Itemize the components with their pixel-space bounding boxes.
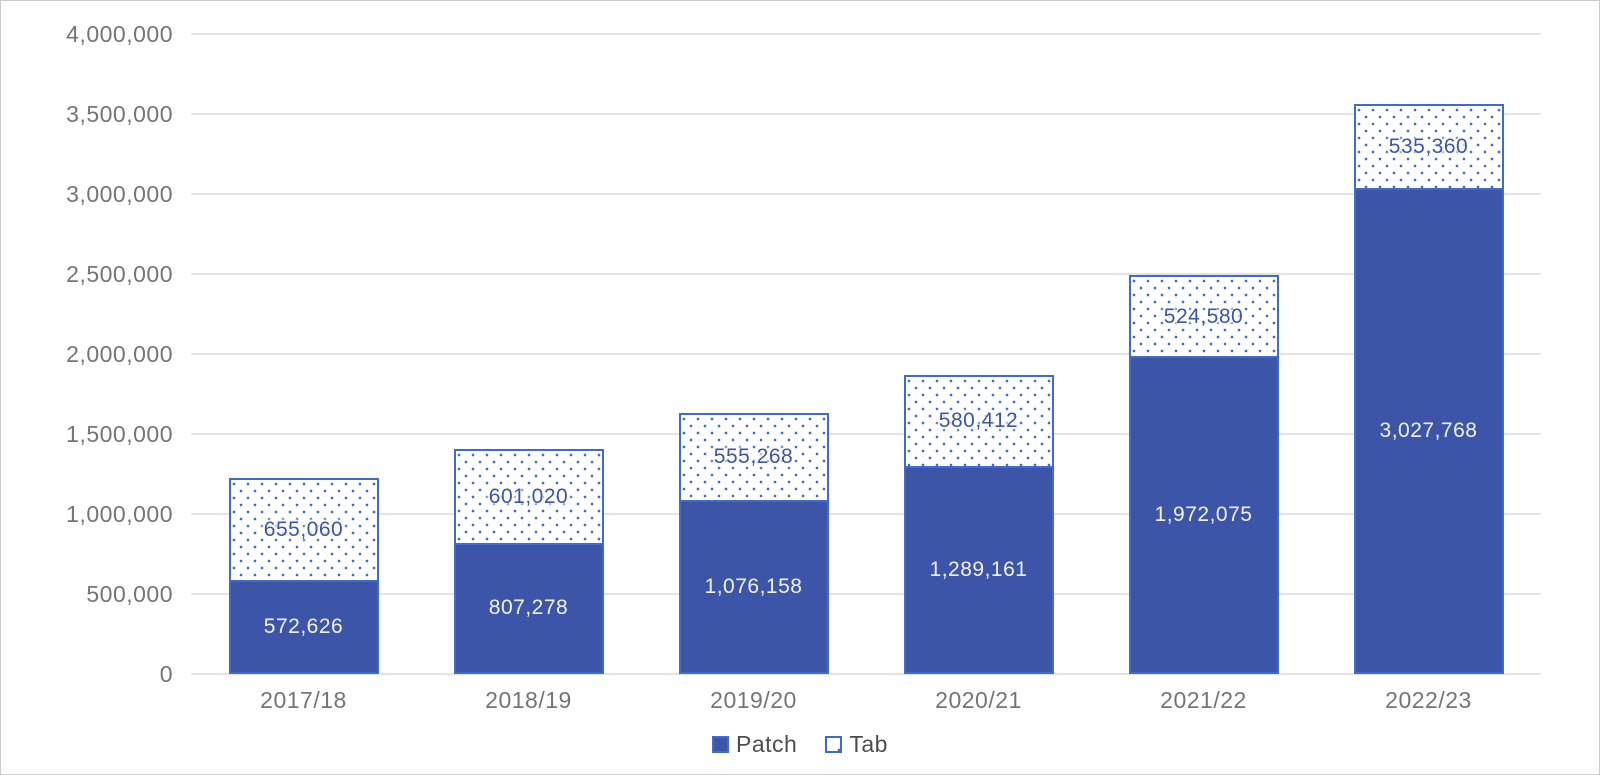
plot-area: 655,060 572,626 601,020 807,278 555,268 1,076…: [191, 33, 1541, 675]
bar-value-label-tab: 524,580: [1163, 304, 1244, 328]
bars-row: 655,060 572,626 601,020 807,278 555,268 1,076…: [191, 34, 1541, 674]
bar-value-label-tab: 535,360: [1388, 134, 1469, 158]
y-axis-tick-label: 3,000,000: [66, 181, 173, 207]
bar-slot: 524,580 1,972,075: [1091, 34, 1316, 674]
y-axis-tick-label: 500,000: [86, 581, 173, 607]
bar-value-label-tab: 555,268: [713, 445, 794, 469]
bar-slot: 535,360 3,027,768: [1316, 34, 1541, 674]
bar-segment-tab-2018-19: 601,020: [453, 448, 604, 545]
bar-segment-patch-2020-21: 1,289,161: [903, 467, 1054, 674]
y-axis-tick-label: 4,000,000: [66, 21, 173, 47]
legend-item-tab: Tab: [825, 731, 888, 758]
legend-swatch-icon-tab: [825, 736, 843, 753]
bar-segment-tab-2022-23: 535,360: [1353, 103, 1504, 190]
x-axis-tick-label: 2021/22: [1160, 687, 1247, 713]
bar-slot: 655,060 572,626: [191, 34, 416, 674]
bar-value-label-patch: 807,278: [488, 596, 569, 620]
bar-value-label-tab: 580,412: [938, 409, 1019, 433]
bar-value-label-patch: 1,076,158: [704, 574, 803, 598]
bar-stack-2020-21: 580,412 1,289,161: [903, 374, 1054, 674]
legend-item-patch: Patch: [712, 731, 797, 758]
legend-swatch-icon-patch: [712, 736, 730, 753]
y-axis-tick-label: 1,500,000: [66, 421, 173, 447]
legend-label-tab: Tab: [849, 731, 888, 757]
bar-value-label-patch: 1,972,075: [1154, 503, 1253, 527]
legend: Patch Tab: [1, 731, 1599, 758]
gridline: [191, 353, 1541, 355]
bar-value-label-tab: 655,060: [263, 517, 344, 541]
x-axis-labels: 2017/18 2018/19 2019/20 2020/21 2021/22 2022/…: [191, 687, 1541, 714]
bar-stack-2017-18: 655,060 572,626: [228, 477, 379, 674]
bar-segment-patch-2018-19: 807,278: [453, 544, 604, 674]
gridline: [191, 113, 1541, 115]
bar-value-label-patch: 1,289,161: [929, 557, 1028, 581]
y-axis-tick-label: 3,500,000: [66, 101, 173, 127]
bar-value-label-patch: 572,626: [263, 615, 344, 639]
x-axis-tick-label: 2017/18: [260, 687, 347, 713]
gridline: [191, 433, 1541, 435]
x-axis-tick-label: 2020/21: [935, 687, 1022, 713]
bar-stack-2019-20: 555,268 1,076,158: [678, 413, 829, 674]
gridline: [191, 593, 1541, 595]
bar-segment-tab-2021-22: 524,580: [1128, 274, 1279, 359]
bar-segment-tab-2020-21: 580,412: [903, 374, 1054, 468]
gridline: [191, 513, 1541, 515]
gridline: [191, 193, 1541, 195]
bar-segment-patch-2021-22: 1,972,075: [1128, 358, 1279, 674]
y-axis-tick-label: 2,500,000: [66, 261, 173, 287]
bar-stack-2022-23: 535,360 3,027,768: [1353, 103, 1504, 674]
bar-segment-patch-2017-18: 572,626: [228, 582, 379, 674]
bar-segment-patch-2019-20: 1,076,158: [678, 501, 829, 674]
gridline: [191, 273, 1541, 275]
bar-value-label-tab: 601,020: [488, 484, 569, 508]
bar-segment-patch-2022-23: 3,027,768: [1353, 189, 1504, 674]
x-axis-tick-label: 2018/19: [485, 687, 572, 713]
bar-slot: 601,020 807,278: [416, 34, 641, 674]
bar-segment-tab-2019-20: 555,268: [678, 413, 829, 502]
bar-slot: 580,412 1,289,161: [866, 34, 1091, 674]
bar-stack-2018-19: 601,020 807,278: [453, 448, 604, 674]
legend-label-patch: Patch: [736, 731, 798, 757]
y-axis-tick-label: 1,000,000: [66, 501, 173, 527]
y-axis-tick-label: 0: [159, 661, 173, 687]
bar-segment-tab-2017-18: 655,060: [228, 477, 379, 583]
bar-stack-2021-22: 524,580 1,972,075: [1128, 274, 1279, 674]
gridline: [191, 33, 1541, 35]
y-axis-tick-label: 2,000,000: [66, 341, 173, 367]
bar-value-label-patch: 3,027,768: [1379, 418, 1478, 442]
gridline: [191, 673, 1541, 675]
bar-slot: 555,268 1,076,158: [641, 34, 866, 674]
x-axis-tick-label: 2019/20: [710, 687, 797, 713]
y-axis-labels: 4,000,000 3,500,000 3,000,000 2,500,000 2,00…: [1, 21, 173, 687]
x-axis-tick-label: 2022/23: [1385, 687, 1472, 713]
